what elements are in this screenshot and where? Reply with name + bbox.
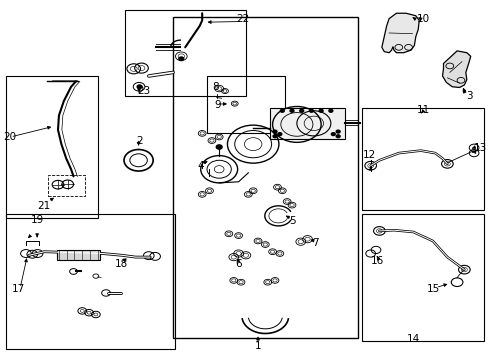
Circle shape [216,145,222,149]
Text: 20: 20 [3,132,16,142]
Text: 19: 19 [30,215,43,225]
Circle shape [319,109,323,112]
Text: 7: 7 [311,238,318,248]
Text: 6: 6 [235,259,242,269]
Text: 21: 21 [37,201,50,211]
Text: 1: 1 [254,341,261,351]
Bar [5,76,98,218]
Text: 17: 17 [11,284,24,294]
Text: 16: 16 [369,256,383,266]
Circle shape [336,135,339,138]
Text: 2: 2 [136,136,142,145]
Text: 5: 5 [288,216,295,226]
Circle shape [277,133,281,135]
Bar [5,214,175,348]
Bar [206,76,284,134]
Text: 18: 18 [114,259,127,269]
Circle shape [272,130,276,133]
Text: 4: 4 [198,161,204,171]
Bar [173,17,357,338]
Text: 10: 10 [416,14,429,24]
Bar [362,108,483,211]
Text: 9: 9 [214,100,221,110]
Circle shape [272,135,276,138]
Text: 3: 3 [465,91,471,101]
Text: 12: 12 [362,150,376,160]
Circle shape [309,109,313,112]
Text: 14: 14 [406,333,419,343]
Text: 23: 23 [137,86,151,96]
Text: 8: 8 [212,82,219,93]
Text: 22: 22 [235,14,248,24]
Polygon shape [381,13,418,53]
Circle shape [336,130,339,133]
Circle shape [299,109,303,112]
Circle shape [280,109,284,112]
Circle shape [179,57,183,60]
Circle shape [331,133,335,135]
Bar [124,10,245,96]
Text: 11: 11 [416,105,429,115]
Bar [57,250,100,260]
Polygon shape [269,108,345,139]
Bar [362,214,483,341]
Bar [48,175,84,196]
Circle shape [137,85,142,89]
Text: 13: 13 [473,143,486,153]
Text: 15: 15 [427,284,440,294]
Polygon shape [442,51,470,87]
Circle shape [289,109,293,112]
Circle shape [328,109,332,112]
